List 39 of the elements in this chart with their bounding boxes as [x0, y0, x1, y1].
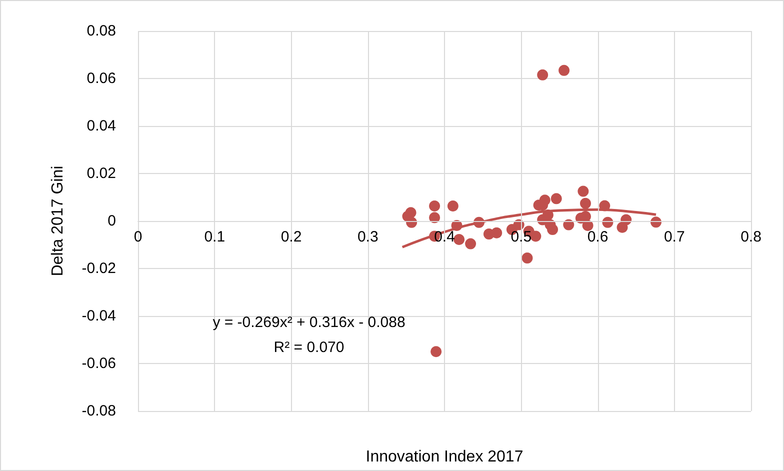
- y-tick-label: 0.04: [86, 118, 116, 134]
- point: [547, 224, 558, 236]
- y-tick-label: 0: [108, 212, 116, 230]
- point: [465, 238, 476, 250]
- x-tick-label: 0.8: [740, 228, 762, 246]
- y-tick-label: -0.02: [82, 260, 116, 277]
- annotation: R² = 0.070: [274, 339, 344, 356]
- y-tick-label: -0.06: [82, 355, 116, 372]
- point: [580, 210, 591, 222]
- y-tick-label: 0.06: [86, 70, 116, 87]
- point: [539, 194, 550, 206]
- y-tick-label: -0.04: [82, 308, 116, 324]
- x-tick-label: 0: [134, 228, 142, 246]
- x-axis-title: Innovation Index 2017: [366, 448, 524, 466]
- point: [550, 193, 562, 204]
- point: [578, 186, 589, 197]
- y-tick-label: 0.08: [86, 22, 116, 40]
- point: [522, 252, 533, 264]
- annotation: y = -0.269x² + 0.316x - 0.088: [212, 314, 406, 331]
- x-tick-label: 0.6: [587, 228, 608, 246]
- x-tick-label: 0.7: [664, 228, 685, 246]
- x-tick-label: 0.1: [204, 228, 226, 246]
- y-tick-label: -0.08: [82, 402, 116, 420]
- x-tick-label: 0.5: [510, 228, 532, 246]
- point: [558, 64, 570, 76]
- x-tick-label: 0.3: [357, 228, 378, 246]
- point: [429, 212, 440, 224]
- point: [537, 69, 548, 80]
- y-tick-label: 0.02: [86, 165, 116, 182]
- point: [580, 198, 591, 209]
- point: [530, 230, 542, 242]
- x-tick-label: 0.2: [280, 228, 302, 246]
- point: [429, 200, 440, 212]
- point: [454, 234, 465, 246]
- point: [430, 346, 442, 358]
- y-axis-title: Delta 2017 Gini: [50, 166, 66, 276]
- point: [582, 220, 594, 232]
- point: [491, 227, 502, 238]
- point: [447, 200, 458, 212]
